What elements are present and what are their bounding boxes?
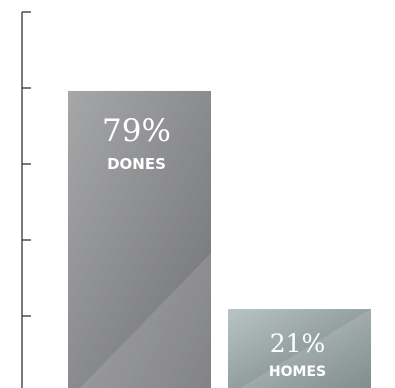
- bar-value-label: 79%: [102, 113, 171, 149]
- bar-dones: [68, 90, 211, 388]
- bar-sheen: [240, 309, 371, 388]
- bar-category-label: HOMES: [269, 364, 326, 380]
- bar-value-label: 21%: [270, 329, 326, 358]
- bar-category-label: DONES: [107, 155, 166, 173]
- bars: [68, 90, 371, 388]
- bar-homes: [228, 309, 371, 388]
- bar-sheen: [80, 253, 211, 388]
- y-axis: [21, 11, 31, 388]
- bar-labels: 79% DONES 21% HOMES: [102, 113, 326, 380]
